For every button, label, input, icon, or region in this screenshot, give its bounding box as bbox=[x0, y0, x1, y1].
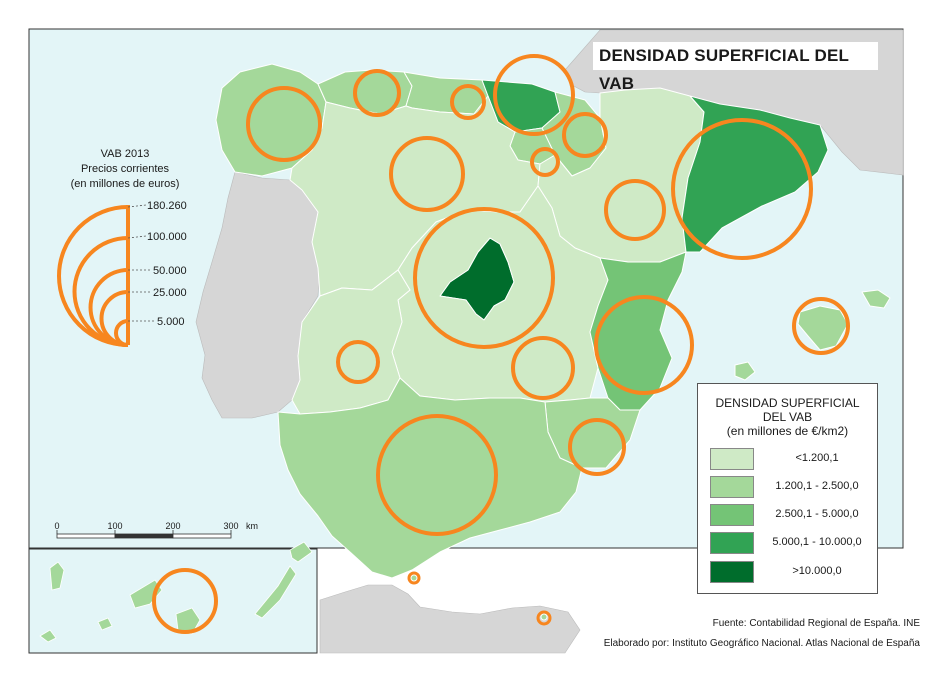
bubble-pais-vasco bbox=[493, 54, 575, 136]
island-gran-canaria bbox=[175, 607, 201, 635]
bubble-castilla-leon bbox=[389, 136, 465, 212]
credit-line: Elaborado por: Instituto Geográfico Naci… bbox=[603, 638, 920, 649]
island-la-gomera bbox=[97, 617, 113, 631]
density-legend-row: <1.200,1 bbox=[710, 448, 870, 470]
density-legend-label: 5.000,1 - 10.000,0 bbox=[772, 536, 862, 548]
bubble-ceuta bbox=[407, 571, 421, 585]
region-baleares-ibiza bbox=[734, 361, 756, 381]
density-legend-title-line-3: (en millones de €/km2) bbox=[726, 424, 849, 438]
density-legend-row: 5.000,1 - 10.000,0 bbox=[710, 532, 870, 554]
bubble-baleares bbox=[792, 297, 850, 355]
bubble-cataluna bbox=[671, 118, 813, 260]
scale-tick-1: 100 bbox=[107, 521, 122, 531]
density-legend-swatch bbox=[710, 448, 754, 470]
region-melilla bbox=[540, 613, 548, 621]
vab-legend-title-line-3: (en millones de euros) bbox=[70, 178, 180, 190]
spain-regions bbox=[215, 63, 891, 621]
bubble-aragon bbox=[604, 179, 666, 241]
source-line: Fuente: Contabilidad Regional de España.… bbox=[712, 618, 920, 629]
legend-halfcircle-25000 bbox=[99, 290, 129, 347]
vab-legend-value-0: 180.260 bbox=[147, 200, 187, 212]
vab-legend-title-line-1: VAB 2013 bbox=[100, 148, 150, 160]
density-legend-swatch bbox=[710, 561, 754, 583]
island-el-hierro bbox=[39, 629, 57, 643]
scale-unit: km bbox=[246, 521, 258, 531]
scale-bar bbox=[56, 530, 232, 539]
island-lanzarote bbox=[289, 541, 313, 563]
density-legend-swatch bbox=[710, 504, 754, 526]
legend-halfcircle-5000 bbox=[114, 319, 129, 347]
vab-legend-title: VAB 2013 Precios corrientes (en millones… bbox=[40, 147, 210, 192]
island-fuerteventura bbox=[254, 565, 297, 619]
bubble-canarias bbox=[152, 568, 218, 634]
bubble-melilla bbox=[536, 610, 552, 626]
density-legend-row: >10.000,0 bbox=[710, 561, 870, 583]
density-legend-label: >10.000,0 bbox=[792, 565, 842, 577]
bubble-asturias bbox=[353, 69, 401, 117]
vab-legend-title-line-2: Precios corrientes bbox=[80, 163, 170, 175]
density-legend-label: <1.200,1 bbox=[795, 452, 839, 464]
bubble-castilla-la-mancha bbox=[511, 336, 575, 400]
density-legend-label: 1.200,1 - 2.500,0 bbox=[775, 480, 859, 492]
density-legend-title-line-1: DENSIDAD SUPERFICIAL bbox=[715, 396, 860, 410]
scale-tick-2: 200 bbox=[165, 521, 180, 531]
region-baleares-mallorca bbox=[797, 305, 849, 351]
region-baleares-menorca bbox=[861, 289, 891, 309]
density-legend-swatch bbox=[710, 532, 754, 554]
density-legend-row: 1.200,1 - 2.500,0 bbox=[710, 476, 870, 498]
region-valencia bbox=[589, 251, 687, 411]
region-cataluna bbox=[681, 95, 829, 253]
density-legend-label: 2.500,1 - 5.000,0 bbox=[775, 508, 859, 520]
density-legend-title: DENSIDAD SUPERFICIAL DEL VAB (en millone… bbox=[698, 396, 877, 438]
map-title: DENSIDAD SUPERFICIAL DEL VAB bbox=[593, 42, 878, 93]
bubble-valencia bbox=[594, 295, 694, 395]
bubble-navarra bbox=[562, 112, 608, 158]
bubble-extremadura bbox=[336, 340, 380, 384]
region-andalucia bbox=[277, 377, 583, 579]
vab-legend-value-1: 100.000 bbox=[147, 231, 187, 243]
scale-tick-3: 300 bbox=[223, 521, 238, 531]
morocco-land bbox=[319, 584, 581, 654]
bubble-la-rioja bbox=[530, 147, 560, 177]
source-note: Fuente: Contabilidad Regional de España.… bbox=[560, 614, 920, 654]
canary-islands bbox=[39, 541, 313, 643]
bubble-andalucia bbox=[376, 414, 498, 536]
vab-legend-value-4: 5.000 bbox=[157, 316, 185, 328]
vab-size-legend bbox=[57, 205, 130, 347]
bubble-murcia bbox=[568, 418, 626, 476]
density-legend-swatch bbox=[710, 476, 754, 498]
bubble-galicia bbox=[246, 86, 322, 162]
region-ceuta bbox=[410, 574, 418, 582]
legend-halfcircle-100000 bbox=[72, 236, 129, 347]
vab-bubbles bbox=[152, 54, 850, 634]
vab-size-legend-leaders bbox=[127, 204, 156, 322]
bubble-cantabria bbox=[450, 84, 486, 120]
island-la-palma bbox=[49, 561, 65, 591]
density-legend: DENSIDAD SUPERFICIAL DEL VAB (en millone… bbox=[697, 383, 878, 594]
vab-legend-value-3: 25.000 bbox=[153, 287, 187, 299]
scale-tick-0: 0 bbox=[54, 521, 59, 531]
density-legend-row: 2.500,1 - 5.000,0 bbox=[710, 504, 870, 526]
vab-legend-value-2: 50.000 bbox=[153, 265, 187, 277]
bubble-madrid bbox=[413, 207, 555, 349]
density-legend-title-line-2: DEL VAB bbox=[762, 410, 813, 424]
